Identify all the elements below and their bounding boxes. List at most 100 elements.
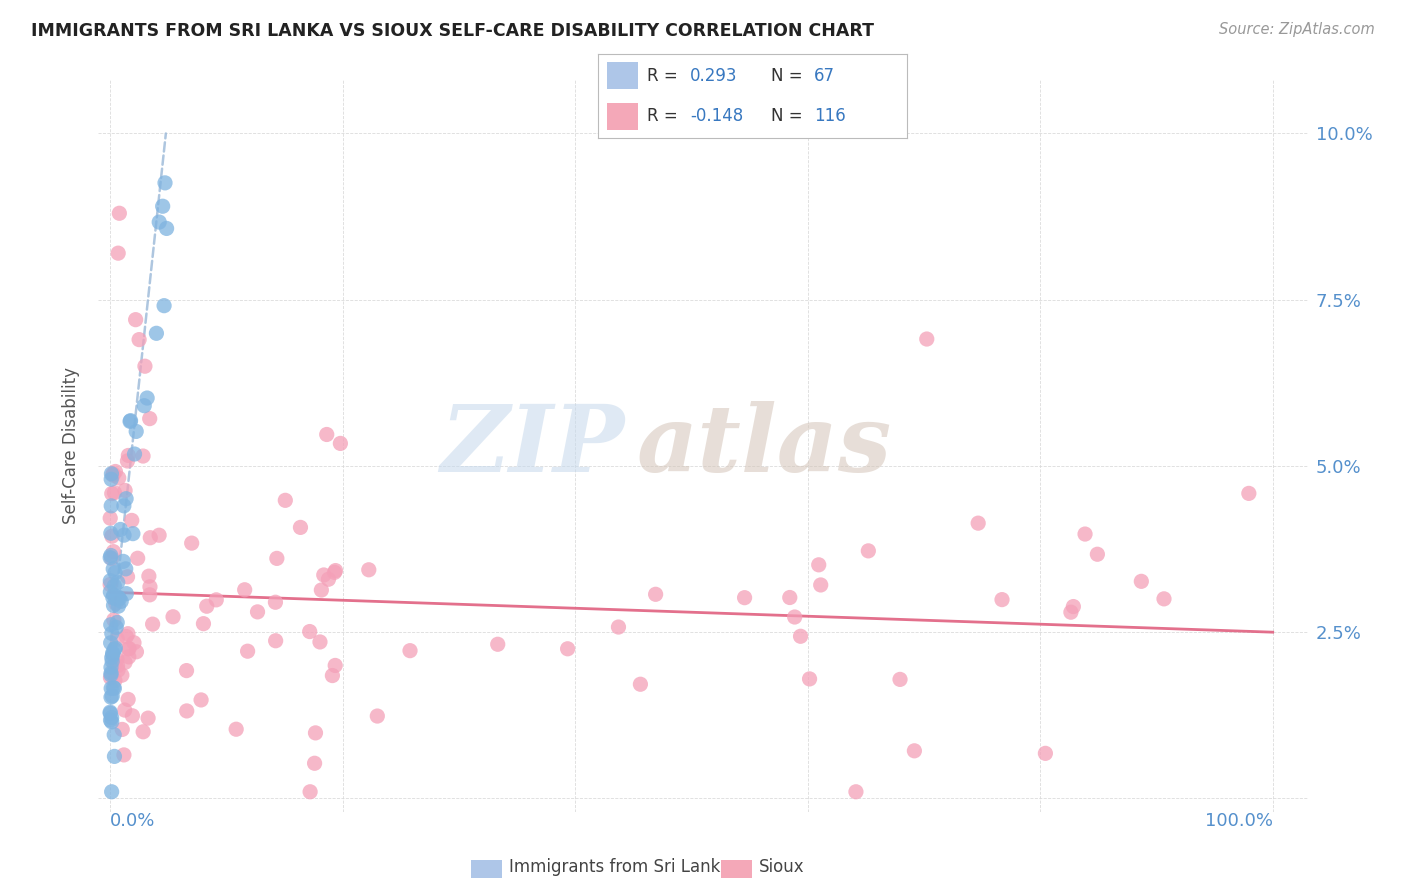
Point — [105, 652, 128, 666]
Point — [266, 551, 288, 566]
Point — [1062, 599, 1084, 614]
Point — [176, 664, 198, 678]
Point — [103, 544, 125, 558]
Point — [779, 591, 801, 605]
Point — [323, 658, 346, 673]
Point — [117, 626, 139, 640]
Point — [122, 636, 145, 650]
Point — [644, 587, 666, 601]
Point — [105, 615, 128, 630]
Point — [136, 711, 159, 725]
Point — [290, 520, 312, 534]
Point — [104, 596, 127, 610]
Point — [304, 726, 326, 740]
Point — [180, 536, 202, 550]
Point — [107, 471, 129, 485]
Point — [104, 641, 127, 656]
Point — [98, 706, 121, 721]
Point — [153, 299, 176, 313]
Text: 0.293: 0.293 — [690, 67, 738, 85]
Point — [112, 528, 135, 542]
Point — [125, 425, 148, 439]
Point — [104, 591, 127, 606]
Point — [118, 641, 141, 656]
Point — [100, 551, 122, 566]
Point — [304, 756, 326, 771]
Point — [103, 562, 125, 576]
Point — [128, 333, 150, 347]
Point — [127, 551, 149, 566]
Point — [122, 526, 145, 541]
Point — [233, 582, 256, 597]
Point — [101, 467, 124, 481]
Point — [145, 326, 167, 341]
Point — [264, 595, 287, 609]
Point — [107, 658, 129, 673]
Point — [101, 591, 124, 605]
Point — [124, 447, 146, 461]
Point — [1130, 574, 1153, 589]
Point — [315, 427, 337, 442]
Point — [299, 785, 322, 799]
Point — [107, 599, 129, 614]
Point — [103, 599, 125, 613]
Point — [148, 528, 170, 542]
Point — [903, 744, 925, 758]
Point — [132, 449, 155, 463]
Point — [100, 526, 122, 541]
Point — [138, 569, 160, 583]
Text: IMMIGRANTS FROM SRI LANKA VS SIOUX SELF-CARE DISABILITY CORRELATION CHART: IMMIGRANTS FROM SRI LANKA VS SIOUX SELF-… — [31, 22, 875, 40]
Point — [858, 544, 880, 558]
Point — [120, 414, 142, 428]
Point — [117, 641, 139, 656]
Point — [104, 566, 127, 580]
Point — [142, 617, 165, 632]
Point — [101, 654, 124, 668]
Point — [100, 472, 122, 486]
Point — [101, 689, 124, 703]
Text: N =: N = — [770, 107, 803, 125]
Point — [98, 574, 121, 588]
Point — [100, 650, 122, 665]
Point — [783, 610, 806, 624]
Text: 116: 116 — [814, 107, 846, 125]
Point — [734, 591, 756, 605]
Point — [1074, 527, 1097, 541]
Point — [111, 668, 134, 682]
Point — [789, 629, 811, 643]
Point — [117, 454, 139, 468]
Point — [112, 554, 135, 568]
Point — [100, 785, 122, 799]
Point — [100, 636, 122, 650]
Point — [557, 641, 579, 656]
Point — [193, 616, 215, 631]
Point — [162, 609, 184, 624]
Point — [114, 656, 136, 670]
Text: 67: 67 — [814, 67, 835, 85]
Point — [114, 703, 136, 717]
Point — [110, 594, 132, 608]
Point — [138, 411, 160, 425]
Point — [103, 613, 125, 627]
Point — [134, 359, 156, 374]
Point — [298, 624, 321, 639]
Point — [101, 648, 124, 662]
Point — [312, 568, 335, 582]
Point — [101, 646, 124, 660]
Text: atlas: atlas — [637, 401, 891, 491]
Point — [112, 747, 135, 762]
Point — [236, 644, 259, 658]
Point — [100, 710, 122, 724]
Point — [103, 485, 125, 500]
Point — [121, 708, 143, 723]
Point — [205, 592, 228, 607]
Point — [399, 643, 422, 657]
Point — [366, 709, 388, 723]
Point — [915, 332, 938, 346]
Point — [98, 705, 121, 719]
Point — [100, 714, 122, 729]
Point — [121, 513, 143, 527]
Point — [103, 681, 125, 696]
Point — [105, 632, 128, 647]
Point — [103, 749, 125, 764]
